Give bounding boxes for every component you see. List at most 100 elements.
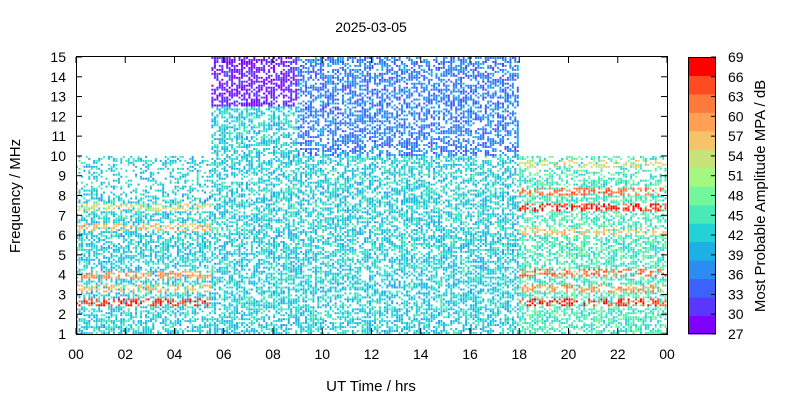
- heatmap-cell: [157, 207, 160, 210]
- heatmap-cell: [273, 134, 275, 137]
- heatmap-cell: [201, 203, 204, 206]
- heatmap-cell: [172, 324, 174, 327]
- heatmap-cell: [250, 328, 253, 331]
- heatmap-cell: [255, 330, 258, 332]
- heatmap-cell: [275, 100, 278, 103]
- heatmap-cell: [181, 258, 184, 261]
- heatmap-cell: [159, 268, 162, 271]
- heatmap-cell: [253, 272, 256, 275]
- heatmap-cell: [243, 282, 246, 285]
- heatmap-cell: [226, 209, 229, 212]
- heatmap-cell: [275, 179, 278, 182]
- heatmap-cell: [253, 213, 256, 216]
- heatmap-cell: [181, 270, 184, 273]
- heatmap-cell: [110, 237, 113, 240]
- heatmap-cell: [142, 201, 145, 204]
- heatmap-cell: [117, 221, 120, 224]
- heatmap-cell: [110, 241, 113, 243]
- heatmap-cell: [90, 235, 93, 238]
- heatmap-cell: [186, 320, 189, 323]
- heatmap-cell: [243, 288, 246, 291]
- heatmap-cell: [83, 314, 86, 317]
- heatmap-cell: [93, 262, 96, 265]
- heatmap-cell: [241, 262, 243, 265]
- heatmap-cell: [157, 262, 160, 265]
- heatmap-cell: [122, 229, 125, 232]
- heatmap-cell: [268, 122, 271, 125]
- heatmap-cell: [248, 268, 251, 271]
- heatmap-cell: [194, 300, 197, 303]
- heatmap-cell: [204, 254, 206, 257]
- heatmap-cell: [255, 209, 258, 212]
- heatmap-cell: [270, 59, 273, 61]
- heatmap-cell: [85, 274, 88, 277]
- heatmap-cell: [105, 203, 108, 206]
- heatmap-cell: [255, 110, 258, 113]
- heatmap-cell: [280, 150, 283, 152]
- heatmap-cell: [105, 185, 108, 188]
- heatmap-cell: [221, 148, 224, 150]
- heatmap-cell: [179, 243, 182, 245]
- heatmap-cell: [236, 110, 239, 113]
- heatmap-cell: [245, 181, 248, 184]
- heatmap-cell: [181, 284, 184, 287]
- heatmap-cell: [103, 246, 106, 249]
- heatmap-cell: [223, 314, 226, 317]
- heatmap-cell: [137, 211, 140, 214]
- heatmap-cell: [132, 282, 135, 285]
- heatmap-cell: [268, 282, 271, 285]
- heatmap-cell: [145, 155, 147, 158]
- heatmap-cell: [223, 144, 226, 147]
- heatmap-cell: [268, 245, 271, 247]
- heatmap-cell: [277, 272, 280, 275]
- heatmap-cell: [125, 302, 128, 305]
- heatmap-cell: [80, 272, 83, 275]
- heatmap-cell: [255, 235, 258, 238]
- heatmap-cell: [238, 270, 241, 273]
- heatmap-cell: [88, 280, 91, 283]
- heatmap-cell: [248, 114, 251, 117]
- heatmap-cell: [233, 74, 236, 77]
- heatmap-cell: [108, 326, 110, 329]
- heatmap-cell: [275, 330, 278, 332]
- heatmap-cell: [154, 250, 157, 253]
- heatmap-cell: [204, 304, 206, 307]
- heatmap-cell: [149, 332, 152, 334]
- heatmap-cell: [275, 243, 278, 245]
- heatmap-cell: [216, 173, 219, 176]
- heatmap-cell: [80, 312, 83, 315]
- heatmap-cell: [162, 306, 165, 309]
- heatmap-cell: [95, 221, 98, 224]
- heatmap-cell: [177, 320, 179, 323]
- heatmap-cell: [216, 231, 219, 234]
- heatmap-cell: [177, 262, 179, 265]
- heatmap-cell: [142, 163, 145, 166]
- heatmap-cell: [268, 171, 271, 174]
- heatmap-cell: [93, 225, 96, 228]
- heatmap-cell: [83, 233, 86, 236]
- heatmap-cell: [98, 280, 101, 283]
- heatmap-cell: [174, 187, 177, 190]
- heatmap-cell: [100, 199, 103, 202]
- heatmap-cell: [85, 260, 88, 263]
- heatmap-cell: [221, 270, 224, 273]
- heatmap-cell: [226, 250, 229, 253]
- heatmap-cell: [159, 225, 162, 228]
- heatmap-cell: [273, 70, 275, 73]
- heatmap-cell: [80, 246, 83, 249]
- heatmap-cell: [140, 175, 142, 178]
- heatmap-cell: [241, 187, 243, 190]
- heatmap-cell: [127, 314, 130, 317]
- heatmap-cell: [177, 318, 179, 321]
- heatmap-cell: [273, 110, 275, 113]
- heatmap-cell: [213, 294, 216, 297]
- heatmap-cell: [213, 304, 216, 307]
- heatmap-cell: [280, 152, 283, 154]
- heatmap-cell: [125, 284, 128, 287]
- heatmap-cell: [125, 195, 128, 198]
- heatmap-cell: [236, 100, 239, 103]
- heatmap-cell: [206, 175, 209, 178]
- heatmap-cell: [117, 205, 120, 208]
- heatmap-cell: [221, 130, 224, 133]
- heatmap-cell: [103, 330, 106, 332]
